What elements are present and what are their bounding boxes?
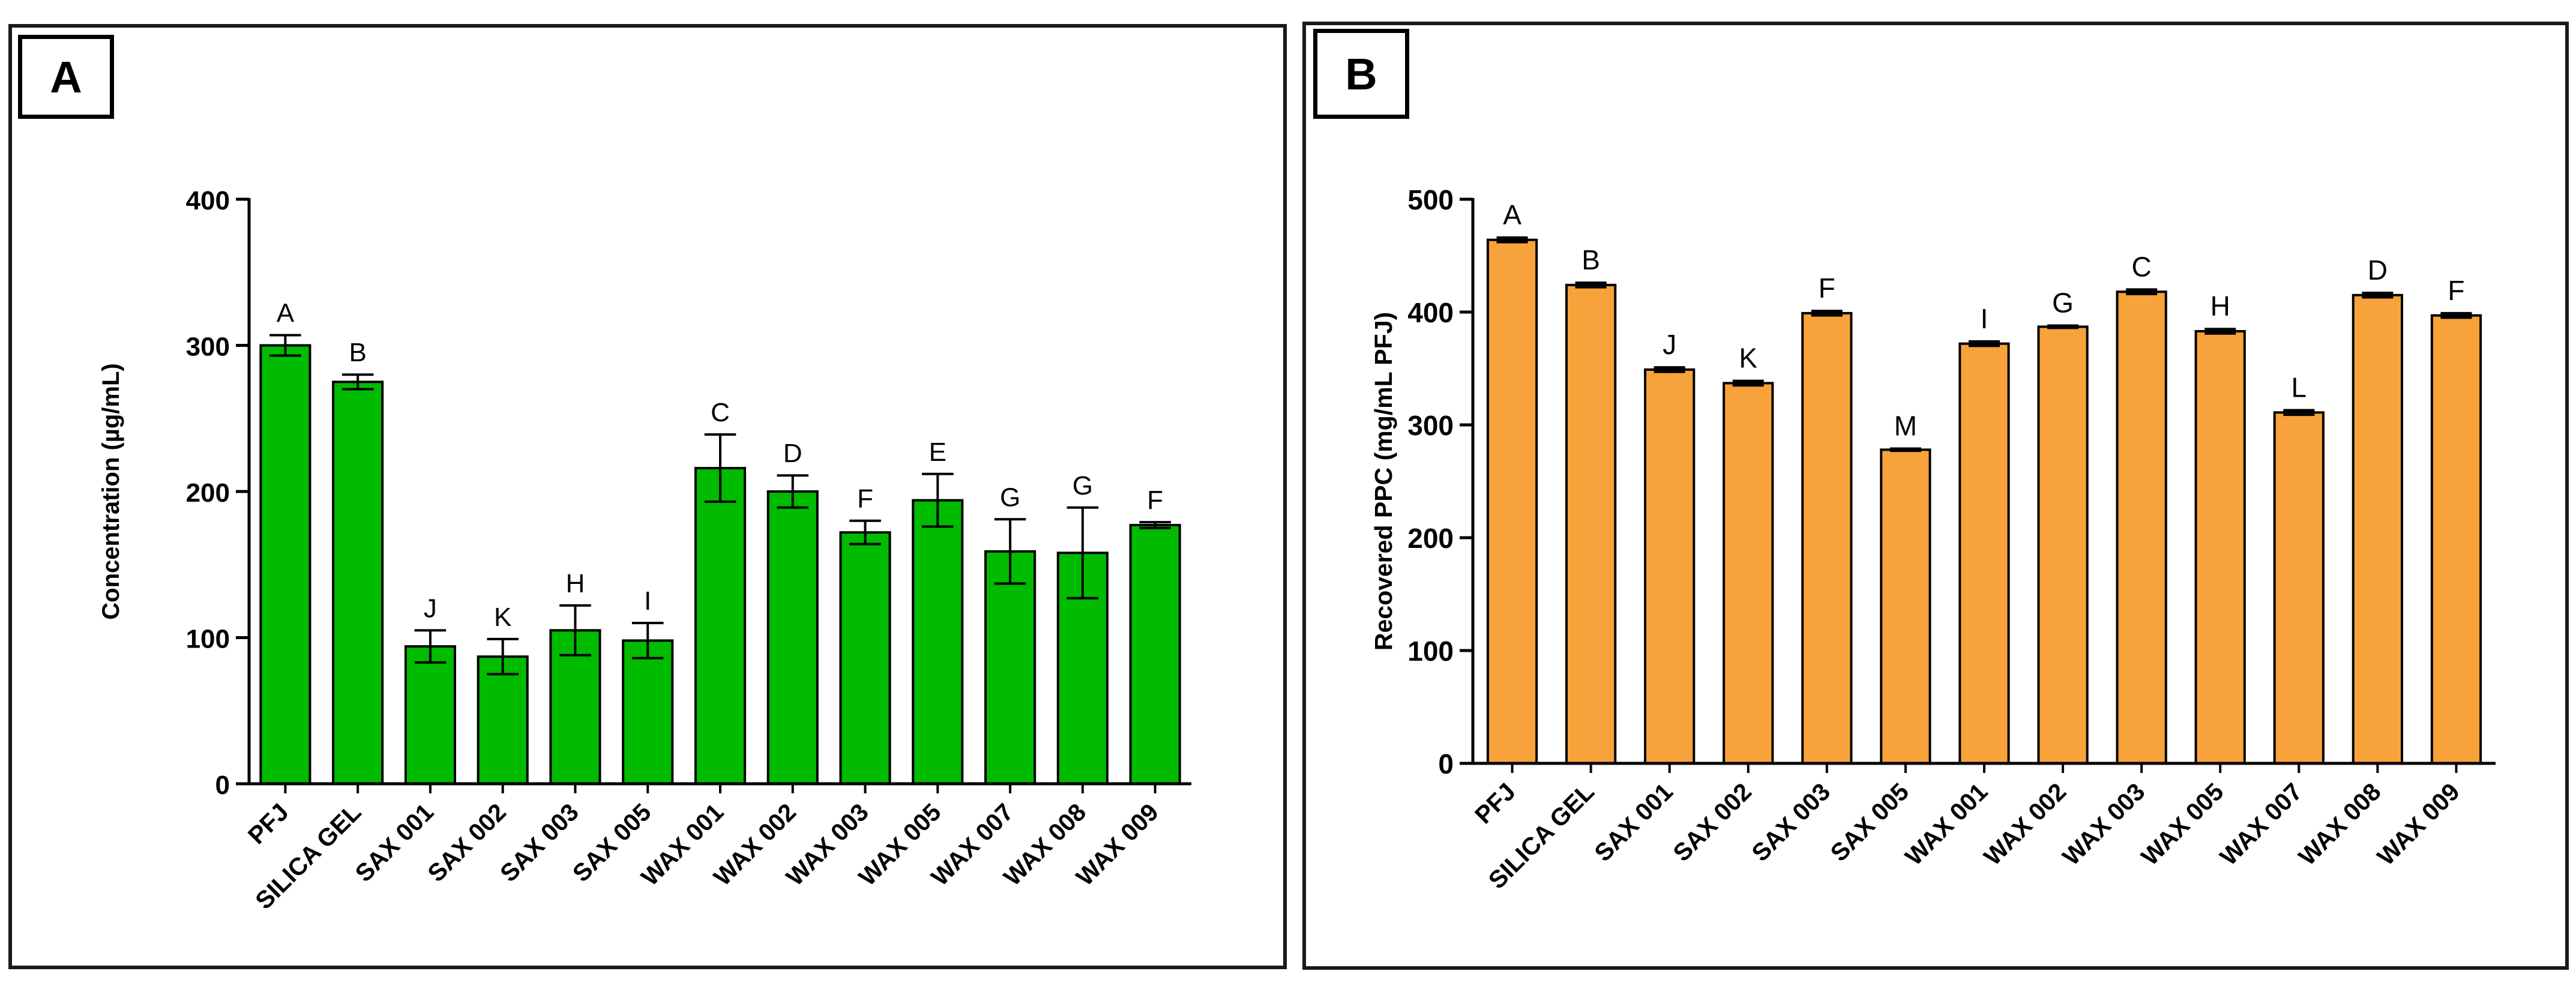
significance-letter: J	[424, 594, 437, 623]
significance-letter: E	[929, 437, 946, 467]
significance-letter: C	[2132, 251, 2152, 282]
bar	[2194, 329, 2246, 765]
significance-letter: G	[1000, 482, 1020, 512]
bar	[1958, 342, 2010, 765]
panel-a: A A PFJ B SILICA GEL J SAX 001 K SAX 002 H SAX 00…	[8, 24, 1287, 969]
category-label: SAX 003	[1747, 778, 1836, 867]
y-tick-label: 0	[215, 771, 230, 800]
bar	[259, 344, 311, 785]
bar	[477, 655, 529, 786]
significance-letter: H	[2210, 290, 2230, 322]
bar	[2352, 293, 2404, 765]
y-axis-label: Concentration (µg/mL)	[98, 363, 124, 619]
y-tick-label: 500	[1407, 184, 1454, 215]
category-label: PFJ	[1469, 778, 1521, 829]
significance-letter: F	[2448, 275, 2464, 306]
category-label: SAX 001	[350, 798, 439, 888]
significance-letter: L	[2292, 372, 2307, 403]
y-tick-label: 300	[186, 332, 230, 362]
significance-letter: H	[566, 569, 585, 598]
bar	[1880, 448, 1931, 765]
significance-letter: F	[1819, 272, 1835, 304]
y-tick-label: 200	[1407, 523, 1454, 554]
y-tick-label: 200	[186, 478, 230, 508]
bar	[332, 380, 384, 785]
category-label: SAX 005	[1825, 778, 1915, 867]
category-label: WAX 003	[2057, 778, 2150, 871]
y-tick-label: 0	[1438, 748, 1454, 780]
category-label: SAX 002	[1668, 778, 1757, 867]
bar	[766, 490, 819, 785]
category-label: WAX 002	[1978, 778, 2071, 871]
significance-letter: D	[783, 439, 802, 468]
bar	[2430, 314, 2482, 765]
significance-letter: A	[277, 298, 295, 328]
category-label: WAX 007	[2215, 778, 2308, 871]
significance-letter: F	[857, 484, 873, 514]
category-label: WAX 009	[2372, 778, 2465, 871]
significance-letter: A	[1503, 199, 1521, 230]
bar	[1129, 524, 1181, 785]
bar	[912, 499, 964, 785]
bar	[2116, 290, 2167, 765]
y-tick-label: 300	[1407, 410, 1454, 441]
significance-letter: K	[494, 603, 511, 632]
bar	[1565, 283, 1617, 765]
bar	[839, 531, 891, 785]
significance-letter: B	[1581, 244, 1600, 275]
significance-letter: F	[1147, 485, 1163, 515]
significance-letter: I	[644, 586, 651, 616]
category-label: SAX 002	[422, 798, 511, 888]
significance-letter: G	[2052, 287, 2074, 319]
panel-label: A	[18, 35, 114, 119]
significance-letter: M	[1894, 410, 1917, 441]
significance-letter: J	[1663, 329, 1676, 360]
y-tick-label: 100	[1407, 636, 1454, 667]
significance-letter: G	[1073, 471, 1093, 501]
y-tick-label: 100	[186, 625, 230, 654]
bar	[622, 639, 674, 785]
significance-letter: B	[349, 338, 366, 367]
bar	[984, 550, 1037, 786]
bar	[1644, 368, 1696, 765]
significance-letter: K	[1739, 343, 1757, 374]
y-tick-label: 400	[1407, 297, 1454, 328]
category-label: SAX 001	[1589, 778, 1678, 867]
category-label: PFJ	[242, 798, 294, 850]
significance-letter: I	[1981, 303, 1988, 334]
bar	[1486, 238, 1538, 765]
bar	[1801, 311, 1853, 765]
significance-letter: D	[2368, 254, 2388, 286]
bar	[2037, 325, 2089, 765]
y-tick-label: 400	[186, 186, 230, 215]
y-axis-label: Recovered PPC (mg/mL PFJ)	[1370, 312, 1397, 651]
category-label: SAX 003	[495, 798, 584, 888]
panel-b: B A PFJ B SILICA GEL J SAX 001 K SAX 002 F SAX 00…	[1302, 22, 2569, 970]
bar	[1723, 382, 1774, 765]
category-label: WAX 008	[2293, 778, 2386, 871]
bar	[404, 645, 456, 785]
bar	[694, 467, 747, 785]
panel-label: B	[1313, 29, 1409, 119]
significance-letter: C	[711, 398, 730, 427]
category-label: WAX 005	[2136, 778, 2229, 871]
category-label: WAX 001	[1900, 778, 1993, 871]
bar	[2273, 411, 2325, 765]
